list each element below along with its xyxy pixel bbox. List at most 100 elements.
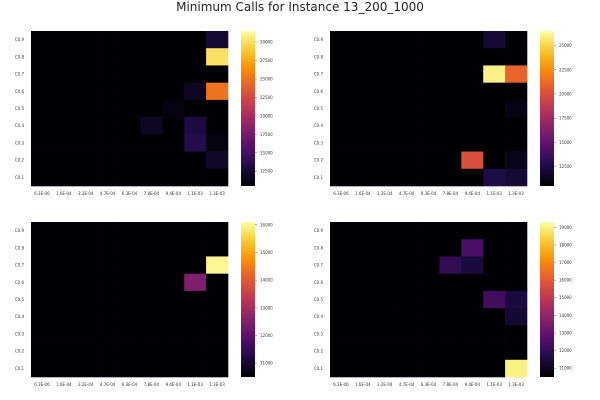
heatmap-cell [417,151,440,170]
heatmap-cell [140,99,163,118]
heatmap-cell [52,359,76,378]
heatmap-cell [162,290,185,309]
colorbar-tick-label: 18000 [559,242,572,247]
colorbar-tick-label: 15000 [260,150,273,155]
heatmap-cell [74,342,97,361]
x-tick-label: 1.6E-04 [56,191,72,196]
heatmap-cell [483,65,506,83]
x-tick-label: 6.3E-06 [333,382,349,387]
y-tick-label: C0.7 [314,263,324,268]
heatmap-cell [31,31,54,49]
heatmap-cell [31,308,54,326]
heatmap-cell [96,168,119,187]
heatmap-cell [417,117,440,135]
heatmap-cell [52,134,76,152]
heatmap-cell [351,151,375,170]
heatmap-cell [330,151,353,170]
heatmap-cell [461,117,484,135]
heatmap-cell [461,325,484,343]
x-tick-label: 1.1E-03 [486,382,502,387]
heatmap-cell [52,82,76,101]
heatmap-cell [330,48,353,66]
heatmap-cell [118,359,141,378]
heatmap-cell [96,65,119,83]
heatmap-cell [206,222,229,240]
heatmap-cell [118,99,141,118]
heatmap-cell [184,117,207,135]
heatmap-cell [31,151,54,170]
heatmap-cell [162,325,185,343]
heatmap-cell [483,325,506,343]
heatmap-cell [206,273,229,292]
heatmap-cell [439,273,462,292]
heatmap-cell [461,82,484,101]
y-tick-label: C0.7 [314,72,324,77]
heatmap-cell [483,31,506,49]
heatmap-cell [330,342,353,361]
heatmap-cell [330,31,353,49]
heatmap-cell [96,256,119,274]
colorbar-tick-label: 15000 [260,250,273,255]
heatmap-cell [118,308,141,326]
heatmap-cell [52,99,76,118]
heatmap-cell [395,151,418,170]
heatmap-cell [373,325,396,343]
colorbar-tick-label: 15000 [559,295,572,300]
colorbar-tick-label: 17500 [559,116,572,121]
heatmap-cell [162,168,185,187]
heatmap-cell [351,359,375,378]
x-tick-label: 6.3E-04 [122,191,138,196]
x-tick-label: 9.4E-04 [166,382,182,387]
heatmap-cell [184,222,207,240]
heatmap-cell [118,65,141,83]
x-tick-label: 1.3E-03 [209,382,225,387]
heatmap-cell [184,82,207,101]
y-tick-label: C0.9 [15,37,25,42]
heatmap-cell [483,273,506,292]
heatmap-cell [373,239,396,257]
y-tick-label: C0.5 [314,297,324,302]
heatmap-cell [52,117,76,135]
heatmap-cell [439,222,462,240]
heatmap-cell [483,99,506,118]
x-tick-label: 6.3E-04 [421,382,437,387]
colorbar-tick-label: 17000 [559,260,572,265]
heatmap-cell [96,342,119,361]
heatmap-cell [330,308,353,326]
heatmap-cell [96,308,119,326]
colorbar-tick-label: 25000 [559,43,572,48]
heatmap-cell [505,151,528,170]
heatmap-cell [351,239,375,257]
x-tick-label: 1.3E-03 [209,191,225,196]
heatmap-cell [439,359,462,378]
heatmap-cell [118,222,141,240]
figure-title: Minimum Calls for Instance 13_200_1000 [176,0,424,14]
colorbar-tick-label: 17500 [260,132,273,137]
heatmap-cell [373,99,396,118]
heatmap-cell [96,151,119,170]
colorbar-tick-label: 11000 [559,366,572,371]
heatmap-cell [505,48,528,66]
heatmap-cell [184,31,207,49]
heatmap-cell [206,82,229,101]
colorbar-tick-label: 30000 [260,40,273,45]
heatmap-cell [395,48,418,66]
heatmap-cell [373,168,396,187]
heatmap-cell [439,256,462,274]
x-tick-label: 3.2E-04 [377,382,393,387]
heatmap-cell [439,99,462,118]
heatmap-cell [417,308,440,326]
heatmap-cell [140,290,163,309]
heatmap-cell [417,31,440,49]
x-tick-label: 9.4E-04 [465,382,481,387]
y-tick-label: C0.6 [314,89,324,94]
heatmap-cell [140,222,163,240]
heatmap-cell [52,256,76,274]
heatmap-cell [439,239,462,257]
heatmap-cell [505,222,528,240]
heatmap-cell [330,134,353,152]
y-tick-label: C0.4 [15,123,25,128]
heatmap-cell [373,273,396,292]
heatmap-cell [206,151,229,170]
heatmap-cell [31,168,54,187]
